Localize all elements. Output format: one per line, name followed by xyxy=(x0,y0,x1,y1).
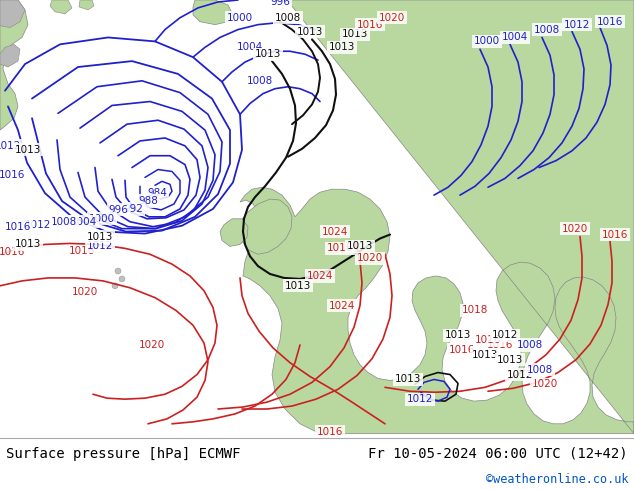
Text: 1016: 1016 xyxy=(449,345,476,355)
Text: 996: 996 xyxy=(270,0,290,7)
Text: 1012: 1012 xyxy=(0,141,21,151)
Polygon shape xyxy=(0,0,28,130)
Text: 1016: 1016 xyxy=(327,244,353,253)
Text: 1013: 1013 xyxy=(395,374,421,385)
Text: 1012: 1012 xyxy=(507,369,533,380)
Polygon shape xyxy=(50,0,72,14)
Text: 1013: 1013 xyxy=(445,330,471,340)
Text: 1012: 1012 xyxy=(25,220,51,230)
Text: 1016: 1016 xyxy=(357,20,383,29)
Text: 988: 988 xyxy=(138,196,158,206)
Text: 1000: 1000 xyxy=(474,36,500,47)
Text: 1004: 1004 xyxy=(71,217,97,227)
Text: 1020: 1020 xyxy=(139,340,165,350)
Polygon shape xyxy=(0,45,20,67)
Text: 1013: 1013 xyxy=(472,350,498,360)
Polygon shape xyxy=(0,0,25,27)
Text: 1024: 1024 xyxy=(322,226,348,237)
Text: 1016: 1016 xyxy=(317,427,343,437)
Polygon shape xyxy=(240,0,634,434)
Text: 1020: 1020 xyxy=(532,379,558,390)
Text: 1000: 1000 xyxy=(89,214,115,224)
Text: 1024: 1024 xyxy=(307,271,333,281)
Text: 1008: 1008 xyxy=(247,76,273,86)
Text: 1020: 1020 xyxy=(379,13,405,23)
Polygon shape xyxy=(79,0,94,10)
Text: 1013: 1013 xyxy=(347,242,373,251)
Circle shape xyxy=(112,283,118,289)
Text: 1013: 1013 xyxy=(342,29,368,40)
Text: 1012: 1012 xyxy=(492,330,518,340)
Text: 1004: 1004 xyxy=(237,42,263,52)
Text: 1020: 1020 xyxy=(357,253,383,263)
Text: 1016: 1016 xyxy=(5,221,31,232)
Text: 1016: 1016 xyxy=(0,247,25,257)
Text: Fr 10-05-2024 06:00 UTC (12+42): Fr 10-05-2024 06:00 UTC (12+42) xyxy=(368,447,628,461)
Text: 1013: 1013 xyxy=(497,355,523,365)
Text: 1016: 1016 xyxy=(0,171,25,180)
Circle shape xyxy=(119,276,125,282)
Text: 992: 992 xyxy=(123,204,143,214)
Text: 996: 996 xyxy=(108,205,128,215)
Text: 1016: 1016 xyxy=(597,17,623,26)
Text: 1012: 1012 xyxy=(87,242,113,251)
Text: 1013: 1013 xyxy=(15,145,41,155)
Text: 1013: 1013 xyxy=(285,281,311,291)
Circle shape xyxy=(115,268,121,274)
Text: 1018: 1018 xyxy=(462,305,488,316)
Text: 1013: 1013 xyxy=(87,232,113,242)
Text: 1000: 1000 xyxy=(227,13,253,23)
Text: 1016: 1016 xyxy=(475,335,501,345)
Text: 1013: 1013 xyxy=(329,42,355,52)
Text: 1004: 1004 xyxy=(502,32,528,43)
Text: 984: 984 xyxy=(147,188,167,198)
Text: 1008: 1008 xyxy=(51,217,77,227)
Text: 1013: 1013 xyxy=(297,26,323,37)
Text: Surface pressure [hPa] ECMWF: Surface pressure [hPa] ECMWF xyxy=(6,447,240,461)
Text: 1024: 1024 xyxy=(329,300,355,311)
Text: 1012: 1012 xyxy=(407,394,433,404)
Polygon shape xyxy=(220,219,248,246)
Text: 1008: 1008 xyxy=(534,24,560,35)
Text: 1013: 1013 xyxy=(15,240,41,249)
Text: ©weatheronline.co.uk: ©weatheronline.co.uk xyxy=(486,473,628,487)
Text: 1016: 1016 xyxy=(69,246,95,256)
Text: 1013: 1013 xyxy=(255,49,281,59)
Text: 1020: 1020 xyxy=(562,223,588,234)
Text: 1008: 1008 xyxy=(275,13,301,23)
Text: 1008: 1008 xyxy=(527,365,553,374)
Text: 1016: 1016 xyxy=(602,230,628,240)
Text: 1016: 1016 xyxy=(487,340,513,350)
Text: 1012: 1012 xyxy=(564,20,590,29)
Polygon shape xyxy=(240,199,292,254)
Text: 1020: 1020 xyxy=(72,287,98,297)
Polygon shape xyxy=(193,0,233,24)
Text: 1008: 1008 xyxy=(517,340,543,350)
